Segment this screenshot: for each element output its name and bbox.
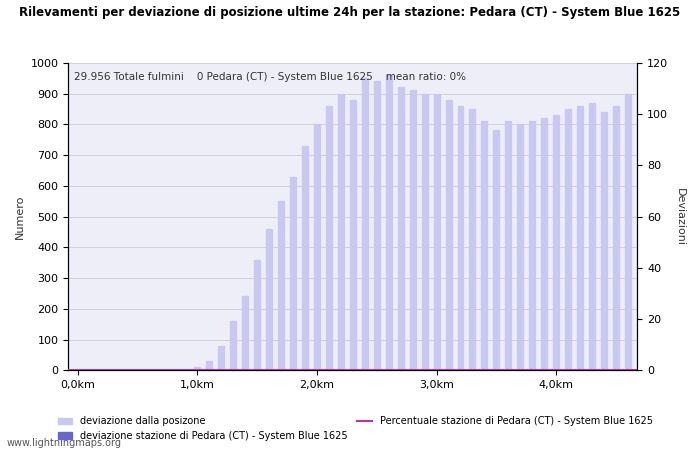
Bar: [278, 201, 284, 370]
Bar: [470, 109, 475, 370]
Bar: [625, 94, 631, 370]
Bar: [314, 124, 320, 370]
Bar: [338, 94, 344, 370]
Bar: [362, 78, 368, 370]
Bar: [350, 99, 356, 370]
Bar: [601, 112, 607, 370]
Bar: [553, 115, 559, 370]
Bar: [326, 106, 332, 370]
Y-axis label: Deviazioni: Deviazioni: [675, 188, 685, 246]
Bar: [266, 229, 272, 370]
Bar: [421, 94, 428, 370]
Bar: [517, 124, 524, 370]
Text: www.lightningmaps.org: www.lightningmaps.org: [7, 438, 122, 448]
Bar: [541, 118, 547, 370]
Text: 29.956 Totale fulmini    0 Pedara (CT) - System Blue 1625    mean ratio: 0%: 29.956 Totale fulmini 0 Pedara (CT) - Sy…: [74, 72, 466, 82]
Y-axis label: Numero: Numero: [15, 194, 25, 239]
Bar: [410, 90, 416, 370]
Bar: [458, 106, 463, 370]
Bar: [433, 94, 440, 370]
Text: Rilevamenti per deviazione di posizione ultime 24h per la stazione: Pedara (CT) : Rilevamenti per deviazione di posizione …: [20, 6, 680, 19]
Bar: [218, 346, 224, 370]
Bar: [398, 87, 404, 370]
Bar: [482, 121, 487, 370]
Bar: [446, 99, 452, 370]
Bar: [577, 106, 583, 370]
Bar: [505, 121, 511, 370]
Bar: [529, 121, 536, 370]
Bar: [565, 109, 571, 370]
Bar: [589, 103, 595, 370]
Bar: [230, 321, 237, 370]
Bar: [494, 130, 499, 370]
Bar: [242, 297, 248, 370]
Bar: [195, 367, 200, 370]
Bar: [302, 146, 308, 370]
Bar: [290, 176, 296, 370]
Bar: [206, 361, 212, 370]
Bar: [613, 106, 619, 370]
Bar: [374, 81, 380, 370]
Legend: deviazione dalla posizone, deviazione stazione di Pedara (CT) - System Blue 1625: deviazione dalla posizone, deviazione st…: [54, 413, 657, 445]
Bar: [254, 260, 260, 370]
Bar: [386, 75, 392, 370]
